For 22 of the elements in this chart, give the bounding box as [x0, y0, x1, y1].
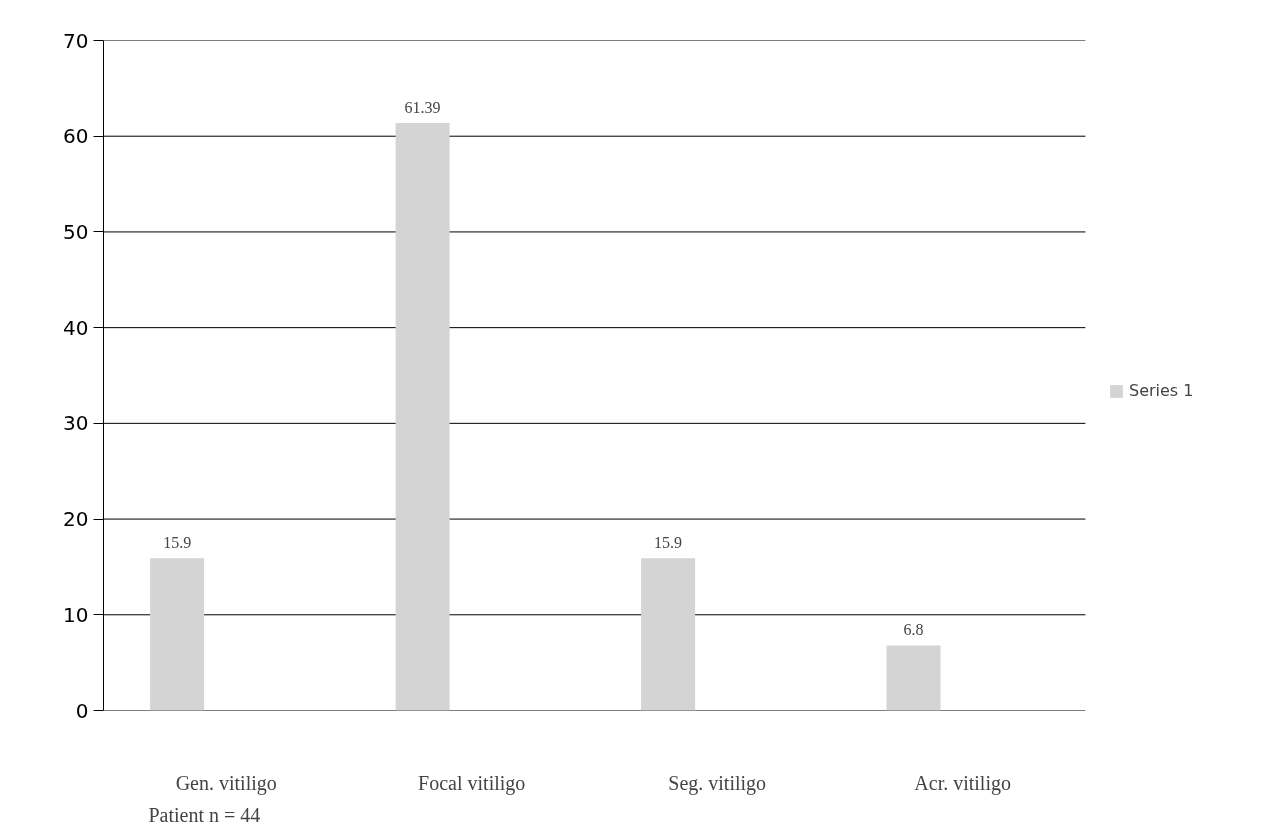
x-tick-label: Acr. vitiligo [914, 771, 1011, 795]
data-label: 15.9 [163, 534, 192, 552]
y-tick-label: 70 [63, 28, 89, 53]
data-label: 61.39 [404, 98, 441, 116]
y-tick-label: 40 [63, 315, 89, 340]
data-label: 15.9 [654, 534, 683, 552]
y-tick-label: 0 [75, 698, 89, 723]
bar [641, 558, 696, 711]
x-tick-label: Gen. vitiligo [175, 771, 277, 795]
y-tick-label: 60 [63, 124, 89, 149]
data-label: 6.8 [903, 621, 924, 639]
legend-label: Series 1 [1129, 381, 1194, 400]
y-tick-label: 30 [63, 411, 89, 436]
y-tick-label: 50 [63, 219, 89, 244]
y-tick-label: 20 [63, 507, 89, 532]
x-tick-label: Seg. vitiligo [668, 771, 767, 795]
x-tick-label: Focal vitiligo [418, 771, 526, 795]
bar [886, 645, 941, 711]
y-tick-label: 10 [63, 602, 89, 627]
text: Patient n = 44 [148, 803, 261, 826]
bar [395, 122, 450, 711]
bar [150, 558, 205, 711]
